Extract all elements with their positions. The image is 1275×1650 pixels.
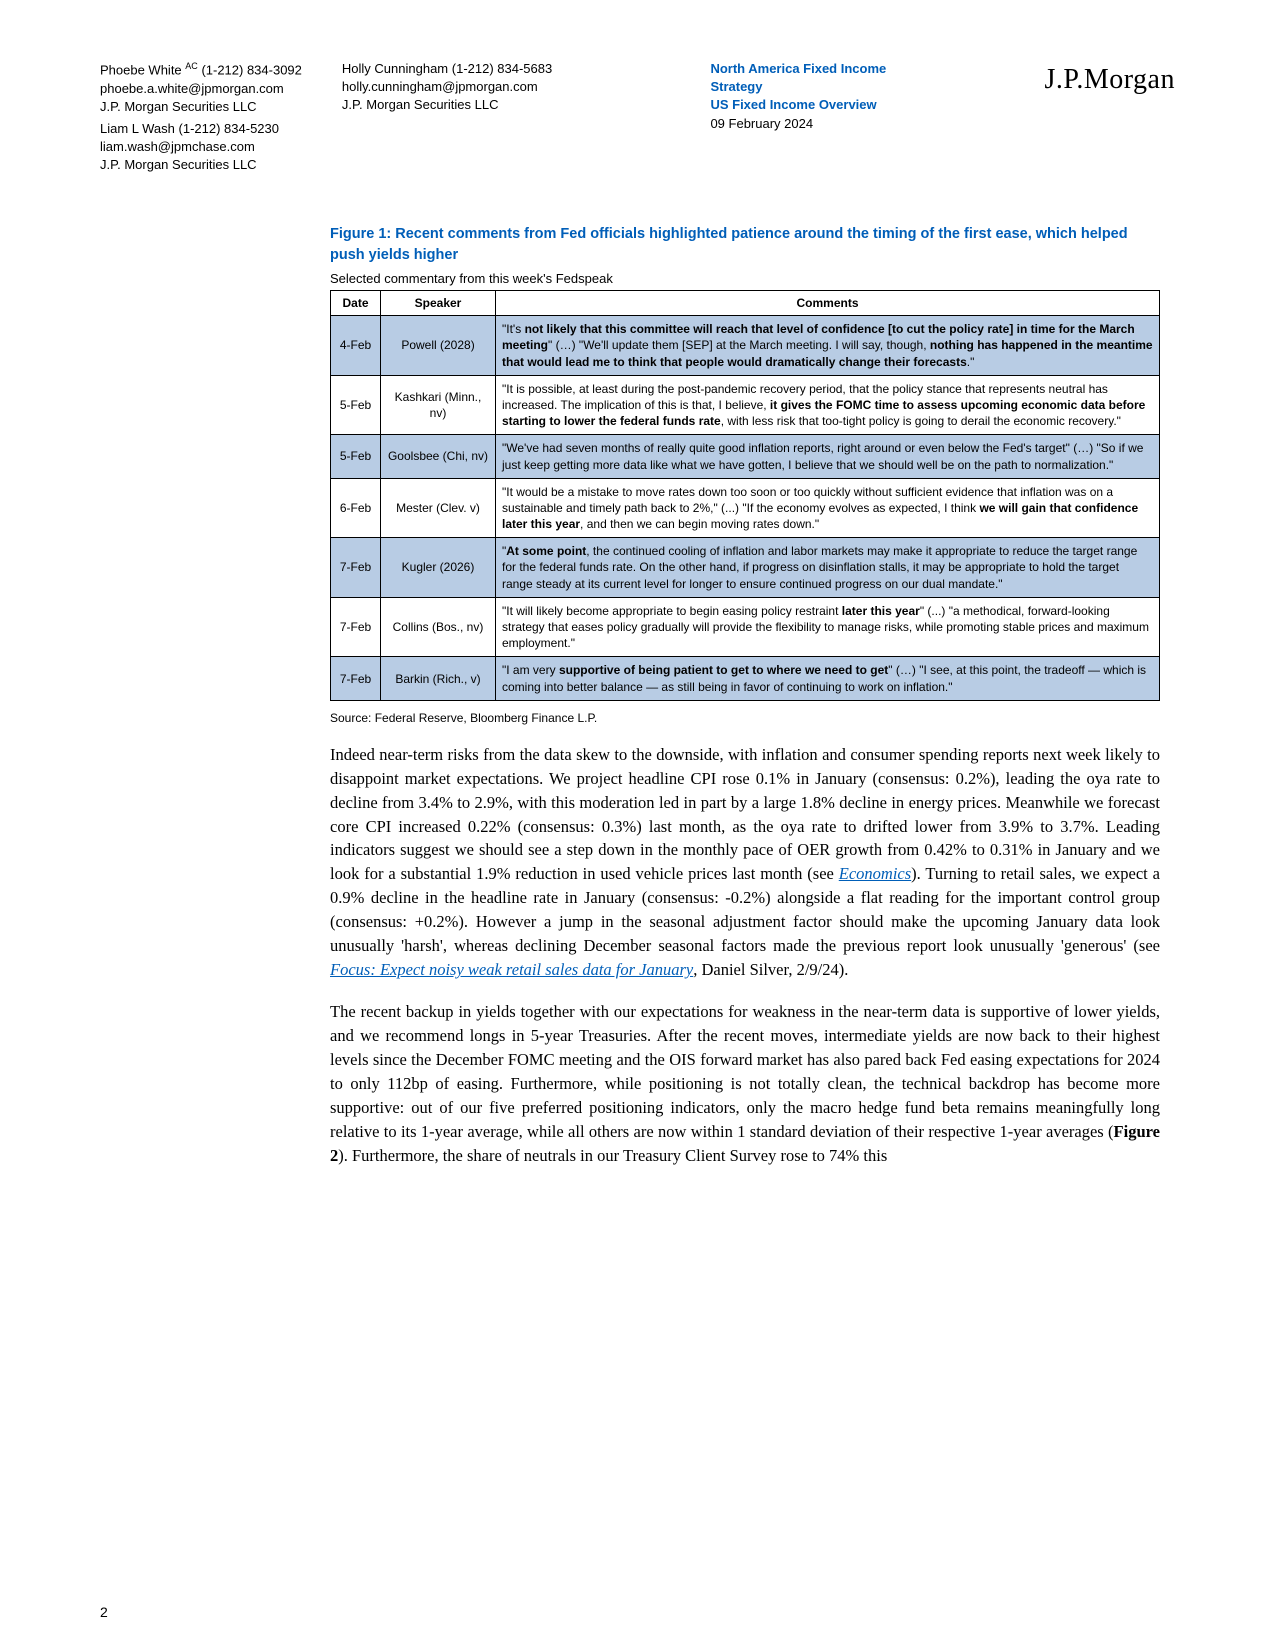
col-speaker: Speaker	[381, 291, 496, 316]
author-firm: J.P. Morgan Securities LLC	[100, 156, 302, 174]
cell-date: 7-Feb	[331, 597, 381, 657]
cell-speaker: Goolsbee (Chi, nv)	[381, 435, 496, 478]
table-row: 7-FebKugler (2026)"At some point, the co…	[331, 538, 1160, 598]
col-date: Date	[331, 291, 381, 316]
doc-title-line2: Strategy	[710, 78, 886, 96]
author-block: Liam L Wash (1-212) 834-5230 liam.wash@j…	[100, 120, 302, 175]
doc-title-line1: North America Fixed Income	[710, 60, 886, 78]
cell-comment: "We've had seven months of really quite …	[496, 435, 1160, 478]
author-email: holly.cunningham@jpmorgan.com	[342, 78, 552, 96]
author-name: Phoebe White AC (1-212) 834-3092	[100, 60, 302, 80]
author-name: Liam L Wash (1-212) 834-5230	[100, 120, 302, 138]
cell-speaker: Kashkari (Minn., nv)	[381, 375, 496, 435]
body-paragraph: Indeed near-term risks from the data ske…	[330, 743, 1160, 982]
author-email: liam.wash@jpmchase.com	[100, 138, 302, 156]
figure-subtitle: Selected commentary from this week's Fed…	[330, 271, 1160, 286]
doc-subtitle: US Fixed Income Overview	[710, 96, 886, 114]
author-col-2: Holly Cunningham (1-212) 834-5683 holly.…	[342, 60, 552, 174]
main-content: Figure 1: Recent comments from Fed offic…	[330, 224, 1160, 1167]
cell-comment: "It's not likely that this committee wil…	[496, 316, 1160, 376]
cell-comment: "At some point, the continued cooling of…	[496, 538, 1160, 598]
table-header-row: Date Speaker Comments	[331, 291, 1160, 316]
cell-date: 6-Feb	[331, 478, 381, 538]
cell-date: 7-Feb	[331, 657, 381, 700]
cell-comment: "It is possible, at least during the pos…	[496, 375, 1160, 435]
cell-speaker: Barkin (Rich., v)	[381, 657, 496, 700]
cell-date: 7-Feb	[331, 538, 381, 598]
cell-comment: "It would be a mistake to move rates dow…	[496, 478, 1160, 538]
document-header: Phoebe White AC (1-212) 834-3092 phoebe.…	[100, 60, 1175, 174]
table-row: 7-FebCollins (Bos., nv)"It will likely b…	[331, 597, 1160, 657]
table-row: 5-FebKashkari (Minn., nv)"It is possible…	[331, 375, 1160, 435]
col-comments: Comments	[496, 291, 1160, 316]
author-col-1: Phoebe White AC (1-212) 834-3092 phoebe.…	[100, 60, 302, 174]
author-block: Phoebe White AC (1-212) 834-3092 phoebe.…	[100, 60, 302, 116]
author-firm: J.P. Morgan Securities LLC	[100, 98, 302, 116]
page-number: 2	[100, 1604, 108, 1620]
body-paragraph: The recent backup in yields together wit…	[330, 1000, 1160, 1167]
body-paragraphs: Indeed near-term risks from the data ske…	[330, 743, 1160, 1168]
table-row: 6-FebMester (Clev. v)"It would be a mist…	[331, 478, 1160, 538]
doc-date: 09 February 2024	[710, 115, 886, 133]
cell-speaker: Powell (2028)	[381, 316, 496, 376]
author-firm: J.P. Morgan Securities LLC	[342, 96, 552, 114]
cell-date: 4-Feb	[331, 316, 381, 376]
figure-title: Figure 1: Recent comments from Fed offic…	[330, 224, 1160, 265]
table-row: 4-FebPowell (2028)"It's not likely that …	[331, 316, 1160, 376]
table-row: 5-FebGoolsbee (Chi, nv)"We've had seven …	[331, 435, 1160, 478]
cell-speaker: Kugler (2026)	[381, 538, 496, 598]
author-name: Holly Cunningham (1-212) 834-5683	[342, 60, 552, 78]
cell-date: 5-Feb	[331, 435, 381, 478]
figure-source: Source: Federal Reserve, Bloomberg Finan…	[330, 711, 1160, 725]
author-email: phoebe.a.white@jpmorgan.com	[100, 80, 302, 98]
cell-speaker: Mester (Clev. v)	[381, 478, 496, 538]
cell-speaker: Collins (Bos., nv)	[381, 597, 496, 657]
cell-comment: "I am very supportive of being patient t…	[496, 657, 1160, 700]
table-row: 7-FebBarkin (Rich., v)"I am very support…	[331, 657, 1160, 700]
jpmorgan-logo: J.P.Morgan	[1044, 60, 1175, 99]
author-columns: Phoebe White AC (1-212) 834-3092 phoebe.…	[100, 60, 552, 174]
author-block: Holly Cunningham (1-212) 834-5683 holly.…	[342, 60, 552, 115]
doc-meta: North America Fixed Income Strategy US F…	[710, 60, 886, 133]
cell-date: 5-Feb	[331, 375, 381, 435]
fedspeak-table: Date Speaker Comments 4-FebPowell (2028)…	[330, 290, 1160, 701]
cell-comment: "It will likely become appropriate to be…	[496, 597, 1160, 657]
